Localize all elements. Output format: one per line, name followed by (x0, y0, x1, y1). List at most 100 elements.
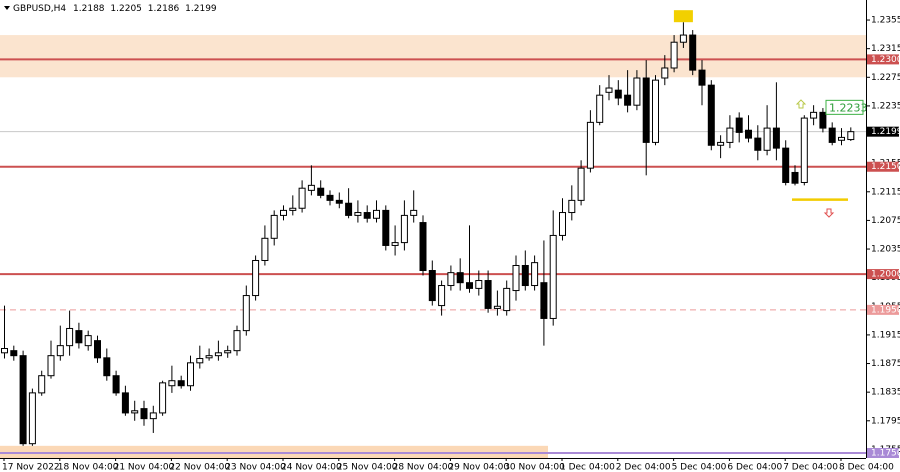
candle-body-bear (735, 117, 743, 133)
level-label: 1.1750 (871, 448, 900, 458)
y-tick-label: 1.2315 (871, 44, 900, 54)
symbol: GBPUSD,H4 (13, 4, 66, 14)
chart-header: GBPUSD,H4 1.2188 1.2205 1.2186 1.2199 (13, 4, 217, 14)
candle-body-bear (642, 77, 650, 143)
candle-body-bear (707, 84, 715, 146)
down-arrow (823, 208, 835, 218)
level-label: 1.2000 (871, 270, 900, 280)
candle-body-bull (196, 358, 204, 364)
candle-body-bear (140, 408, 148, 420)
candle-body-bull (577, 167, 585, 201)
candle-body-bull (568, 199, 576, 214)
x-tick-label: 22 Nov 04:00 (169, 463, 230, 472)
candle-body-bull (810, 111, 818, 119)
zones (0, 35, 866, 458)
candle-body-bear (121, 392, 129, 414)
candle-body-bull (28, 392, 36, 445)
candle-body-bull (159, 382, 167, 414)
candle-body-bull (205, 355, 213, 359)
candle-body-bull (838, 136, 845, 141)
y-tick-label: 1.1875 (871, 359, 900, 369)
level-label: 1.2150 (871, 162, 900, 172)
candle-body-bull (131, 410, 139, 414)
candle-body-bull (531, 262, 539, 287)
candle-body-bear (428, 270, 436, 302)
candle-body-bull (187, 362, 194, 387)
candle-body-bear (75, 330, 83, 344)
candle-body-bull (475, 280, 483, 289)
candle-body-bull (652, 79, 659, 143)
candle-body-bear (484, 280, 492, 309)
level-label-box (867, 54, 899, 65)
candle-body-bull (149, 412, 157, 420)
candle-body-bull (661, 67, 669, 79)
signal-label: 1.2233 (829, 101, 868, 114)
candle-body-bear (363, 212, 371, 219)
x-tick-label: 17 Nov 2022 (2, 463, 60, 472)
candle-body-bear (791, 171, 799, 184)
candle-body-bear (94, 340, 101, 359)
current-price-label: 1.2199 (871, 127, 900, 137)
candle-body-bull (438, 285, 446, 307)
candle-body-bear (317, 187, 325, 196)
candle-body-bull (726, 127, 734, 143)
candle-body-bear (624, 94, 632, 106)
x-tick-label: 23 Nov 04:00 (225, 463, 286, 472)
header-high: 1.2205 (110, 4, 142, 14)
x-tick-label: 1 Dec 04:00 (560, 463, 615, 472)
candle-body-bear (419, 222, 427, 272)
candle-body-bull (400, 214, 408, 244)
candle-body-bull (56, 345, 64, 357)
candle-body-bear (521, 264, 529, 287)
candle-body-bear (745, 129, 752, 139)
peak-marker (673, 10, 693, 23)
candle-body-bear (177, 380, 185, 387)
candle-body-bull (670, 41, 678, 69)
candle-body-bear (326, 194, 334, 201)
header-open: 1.2188 (73, 4, 105, 14)
candle-body-bull (596, 94, 604, 123)
candle-body-bull (493, 305, 501, 309)
candle-body-bull (84, 335, 92, 347)
header-close: 1.2199 (185, 4, 217, 14)
x-tick-label: 8 Dec 04:00 (839, 463, 894, 472)
header-low: 1.2186 (148, 4, 180, 14)
axes: 1.23551.23151.22751.22351.21551.21151.20… (2, 16, 900, 472)
overlay: 1.2233 (673, 10, 868, 218)
y-tick-label: 1.2355 (871, 16, 900, 26)
x-tick-label: 7 Dec 04:00 (783, 463, 838, 472)
candle-body-bull (242, 295, 250, 332)
candle-body-bull (605, 87, 613, 93)
candle-body-bear (819, 111, 827, 129)
x-tick-label: 18 Nov 04:00 (58, 463, 119, 472)
x-tick-label: 2 Dec 04:00 (616, 463, 671, 472)
candle-body-bull (512, 264, 520, 292)
level-label-box (867, 304, 899, 315)
y-tick-label: 1.2275 (871, 73, 900, 83)
y-tick-label: 1.2115 (871, 187, 900, 197)
candle-body-bull (1, 348, 8, 354)
y-tick-label: 1.2235 (871, 101, 900, 111)
candle-body-bull (586, 121, 594, 169)
candle-body-bull (391, 242, 399, 246)
candle-body-bear (456, 272, 464, 284)
candle-body-bull (289, 207, 297, 211)
candle-body-bear (10, 350, 18, 357)
candle-body-bear (382, 209, 390, 246)
candle-body-bull (800, 117, 808, 183)
candles (1, 22, 855, 446)
candle-body-bear (828, 127, 836, 143)
candle-body-bear (112, 375, 120, 394)
candle-body-bull (559, 212, 566, 236)
candle-body-bull (252, 259, 260, 297)
level-label-box (867, 447, 899, 458)
x-tick-label: 21 Nov 04:00 (114, 463, 175, 472)
y-tick-label: 1.1915 (871, 330, 900, 340)
level-label: 1.2300 (871, 55, 900, 65)
level-label-box (867, 269, 899, 280)
candle-body-bear (754, 137, 762, 151)
candle-body-bear (345, 202, 353, 216)
candle-body-bull (261, 237, 269, 261)
